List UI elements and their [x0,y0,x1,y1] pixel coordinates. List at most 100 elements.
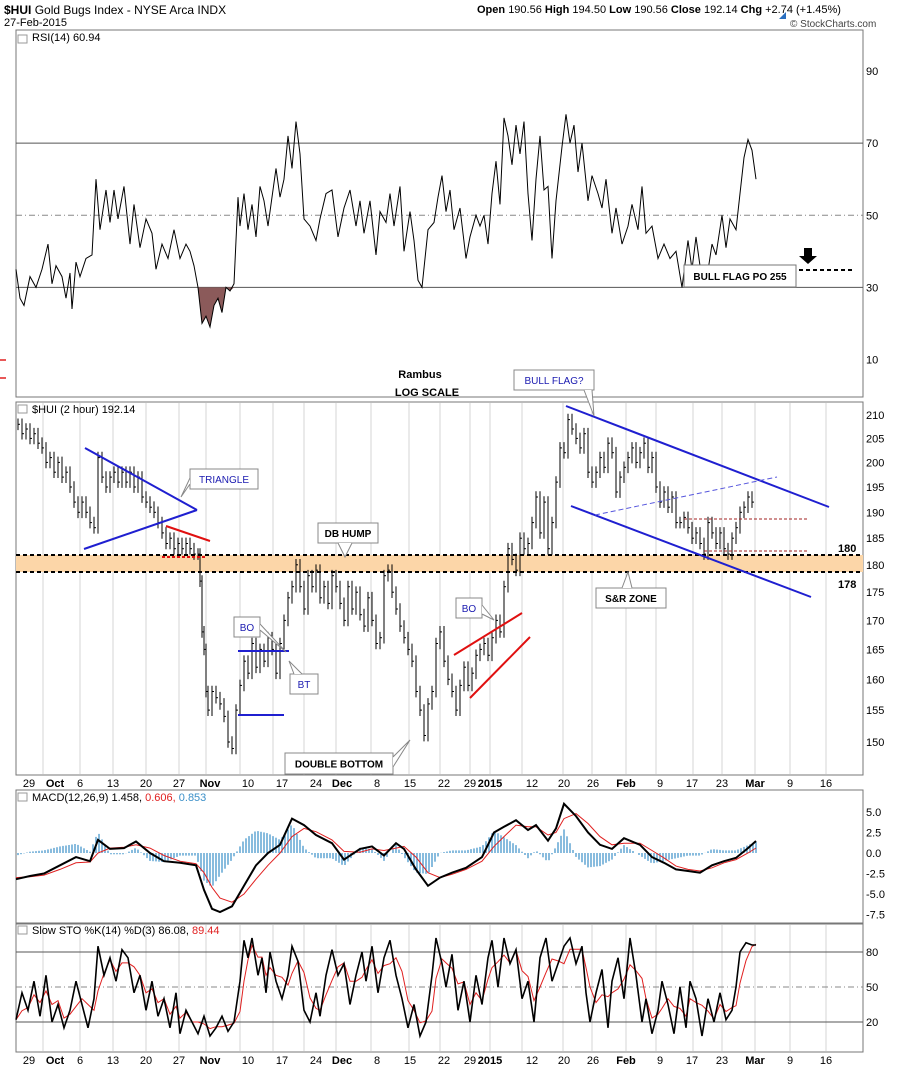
triangle-upper-line [84,447,198,511]
price-tick-label: 150 [866,737,884,749]
x-tick-label: 22 [438,778,450,790]
chart-date: 27-Feb-2015 [4,17,67,29]
rsi-oversold-fill [198,287,234,328]
x-tick-label: 17 [686,1055,698,1067]
chg-value: +2.74 (+1.45%) [765,4,841,16]
x-tick-label: 15 [404,778,416,790]
rsi-tick-label: 30 [866,282,878,294]
level-180-label: 180 [838,543,856,555]
x-tick-label: 12 [526,778,538,790]
x-tick-label: 24 [310,1055,322,1067]
rsi-toggle-icon [17,34,28,44]
x-tick-label: 9 [657,778,663,790]
index-name: Gold Bugs Index - NYSE Arca INDX [34,3,227,17]
ohlc-line: Open 190.56 High 194.50 Low 190.56 Close… [477,4,841,16]
bull-flag-question-callout-label: BULL FLAG? [524,376,584,387]
x-tick-label: 2015 [478,778,502,790]
x-tick-label: Oct [46,778,65,790]
x-tick-label: 13 [107,778,119,790]
red-channel-upper [453,612,523,656]
x-tick-label: 26 [587,1055,599,1067]
copyright-text: © StockCharts.com [790,19,877,30]
x-tick-label: Mar [745,778,765,790]
bull-flag-lower-line [570,505,812,598]
log-scale-label: LOG SCALE [395,387,459,399]
db-hump-callout-pointer [337,542,353,559]
high-label: High [544,4,570,16]
triangle-lower-line [83,509,198,550]
bull-flag-mid-line [594,476,778,516]
macd-hist-value: 0.853 [179,792,207,804]
bull-flag-question-callout-pointer [583,389,595,417]
price-tick-label: 200 [866,457,884,469]
x-tick-label: 29 [464,1055,476,1067]
symbol-text: $HUI [4,3,32,17]
price-title: $HUI (2 hour) 192.14 [32,404,135,416]
x-tick-label: 13 [107,1055,119,1067]
macd-tick-label: 2.5 [866,828,881,840]
red-channel-lower [469,636,531,699]
macd-histogram [17,825,757,886]
x-tick-label: 6 [77,778,83,790]
x-tick-label: 29 [23,1055,35,1067]
sto-d-value: 89.44 [192,925,220,937]
x-tick-label: 20 [558,778,570,790]
macd-value: 1.458, [111,792,145,804]
db-hump-callout-label: DB HUMP [325,529,372,540]
sto-title: Slow STO %K(14) %D(3) 86.08, 89.44 [32,925,220,937]
x-tick-label: 16 [820,778,832,790]
panel-frame-rsi [15,29,864,398]
panel-frame-price [15,401,864,776]
x-tick-label: 8 [374,778,380,790]
macd-tick-label: -5.0 [866,889,885,901]
x-tick-label: 23 [716,1055,728,1067]
x-tick-label: 8 [374,1055,380,1067]
x-tick-label: Feb [616,778,636,790]
macd-tick-label: 5.0 [866,807,881,819]
bt-callout-label: BT [298,680,311,691]
macd-signal-value: 0.606, [145,792,179,804]
x-tick-label: 17 [276,1055,288,1067]
x-tick-label: Dec [332,1055,352,1067]
sr-zone-band [16,555,863,572]
sr-zone-callout-label: S&R ZONE [605,594,657,605]
bt-callout-box [289,673,319,695]
sto-title-label: Slow STO %K(14) %D(3) [32,925,158,937]
bt-callout: BT [288,660,319,695]
panel-frame-macd [15,789,864,924]
sto-d-line [15,943,757,1030]
sr-zone-callout: S&R ZONE [595,570,667,609]
triangle-callout-pointer [180,477,191,498]
x-tick-label: 6 [77,1055,83,1067]
price-tick-label: 180 [866,560,884,572]
open-label: Open [477,4,506,16]
macd-line [15,801,757,914]
bo-callout-1-pointer [259,623,287,653]
x-tick-label: 26 [587,778,599,790]
bt-callout-pointer [288,660,303,675]
bo-callout-2-pointer [481,604,495,621]
x-tick-label: 2015 [478,1055,502,1067]
bull-flag-po-label: BULL FLAG PO 255 [693,272,787,283]
sto-toggle-icon [17,925,28,935]
sr-zone-callout-pointer [621,570,633,589]
macd-title-label: MACD(12,26,9) [32,792,111,804]
stockcharts-logo-icon [779,12,786,19]
x-tick-label: Dec [332,778,352,790]
chg-label: Chg [740,4,763,16]
triangle-callout-label: TRIANGLE [199,475,249,486]
x-tick-label: 23 [716,778,728,790]
high-value: 194.50 [572,4,607,16]
bo-callout-2-label: BO [462,604,477,615]
x-tick-label: 24 [310,778,322,790]
low-label: Low [609,4,632,16]
bo-callout-1: BO [233,616,287,653]
x-tick-label: 10 [242,1055,254,1067]
price-tick-label: 155 [866,705,884,717]
x-tick-label: Oct [46,1055,65,1067]
bo-callout-2: BO [455,597,495,621]
double-bottom-callout-pointer [392,739,411,768]
rambus-label: Rambus [398,369,441,381]
price-tick-label: 195 [866,482,884,494]
